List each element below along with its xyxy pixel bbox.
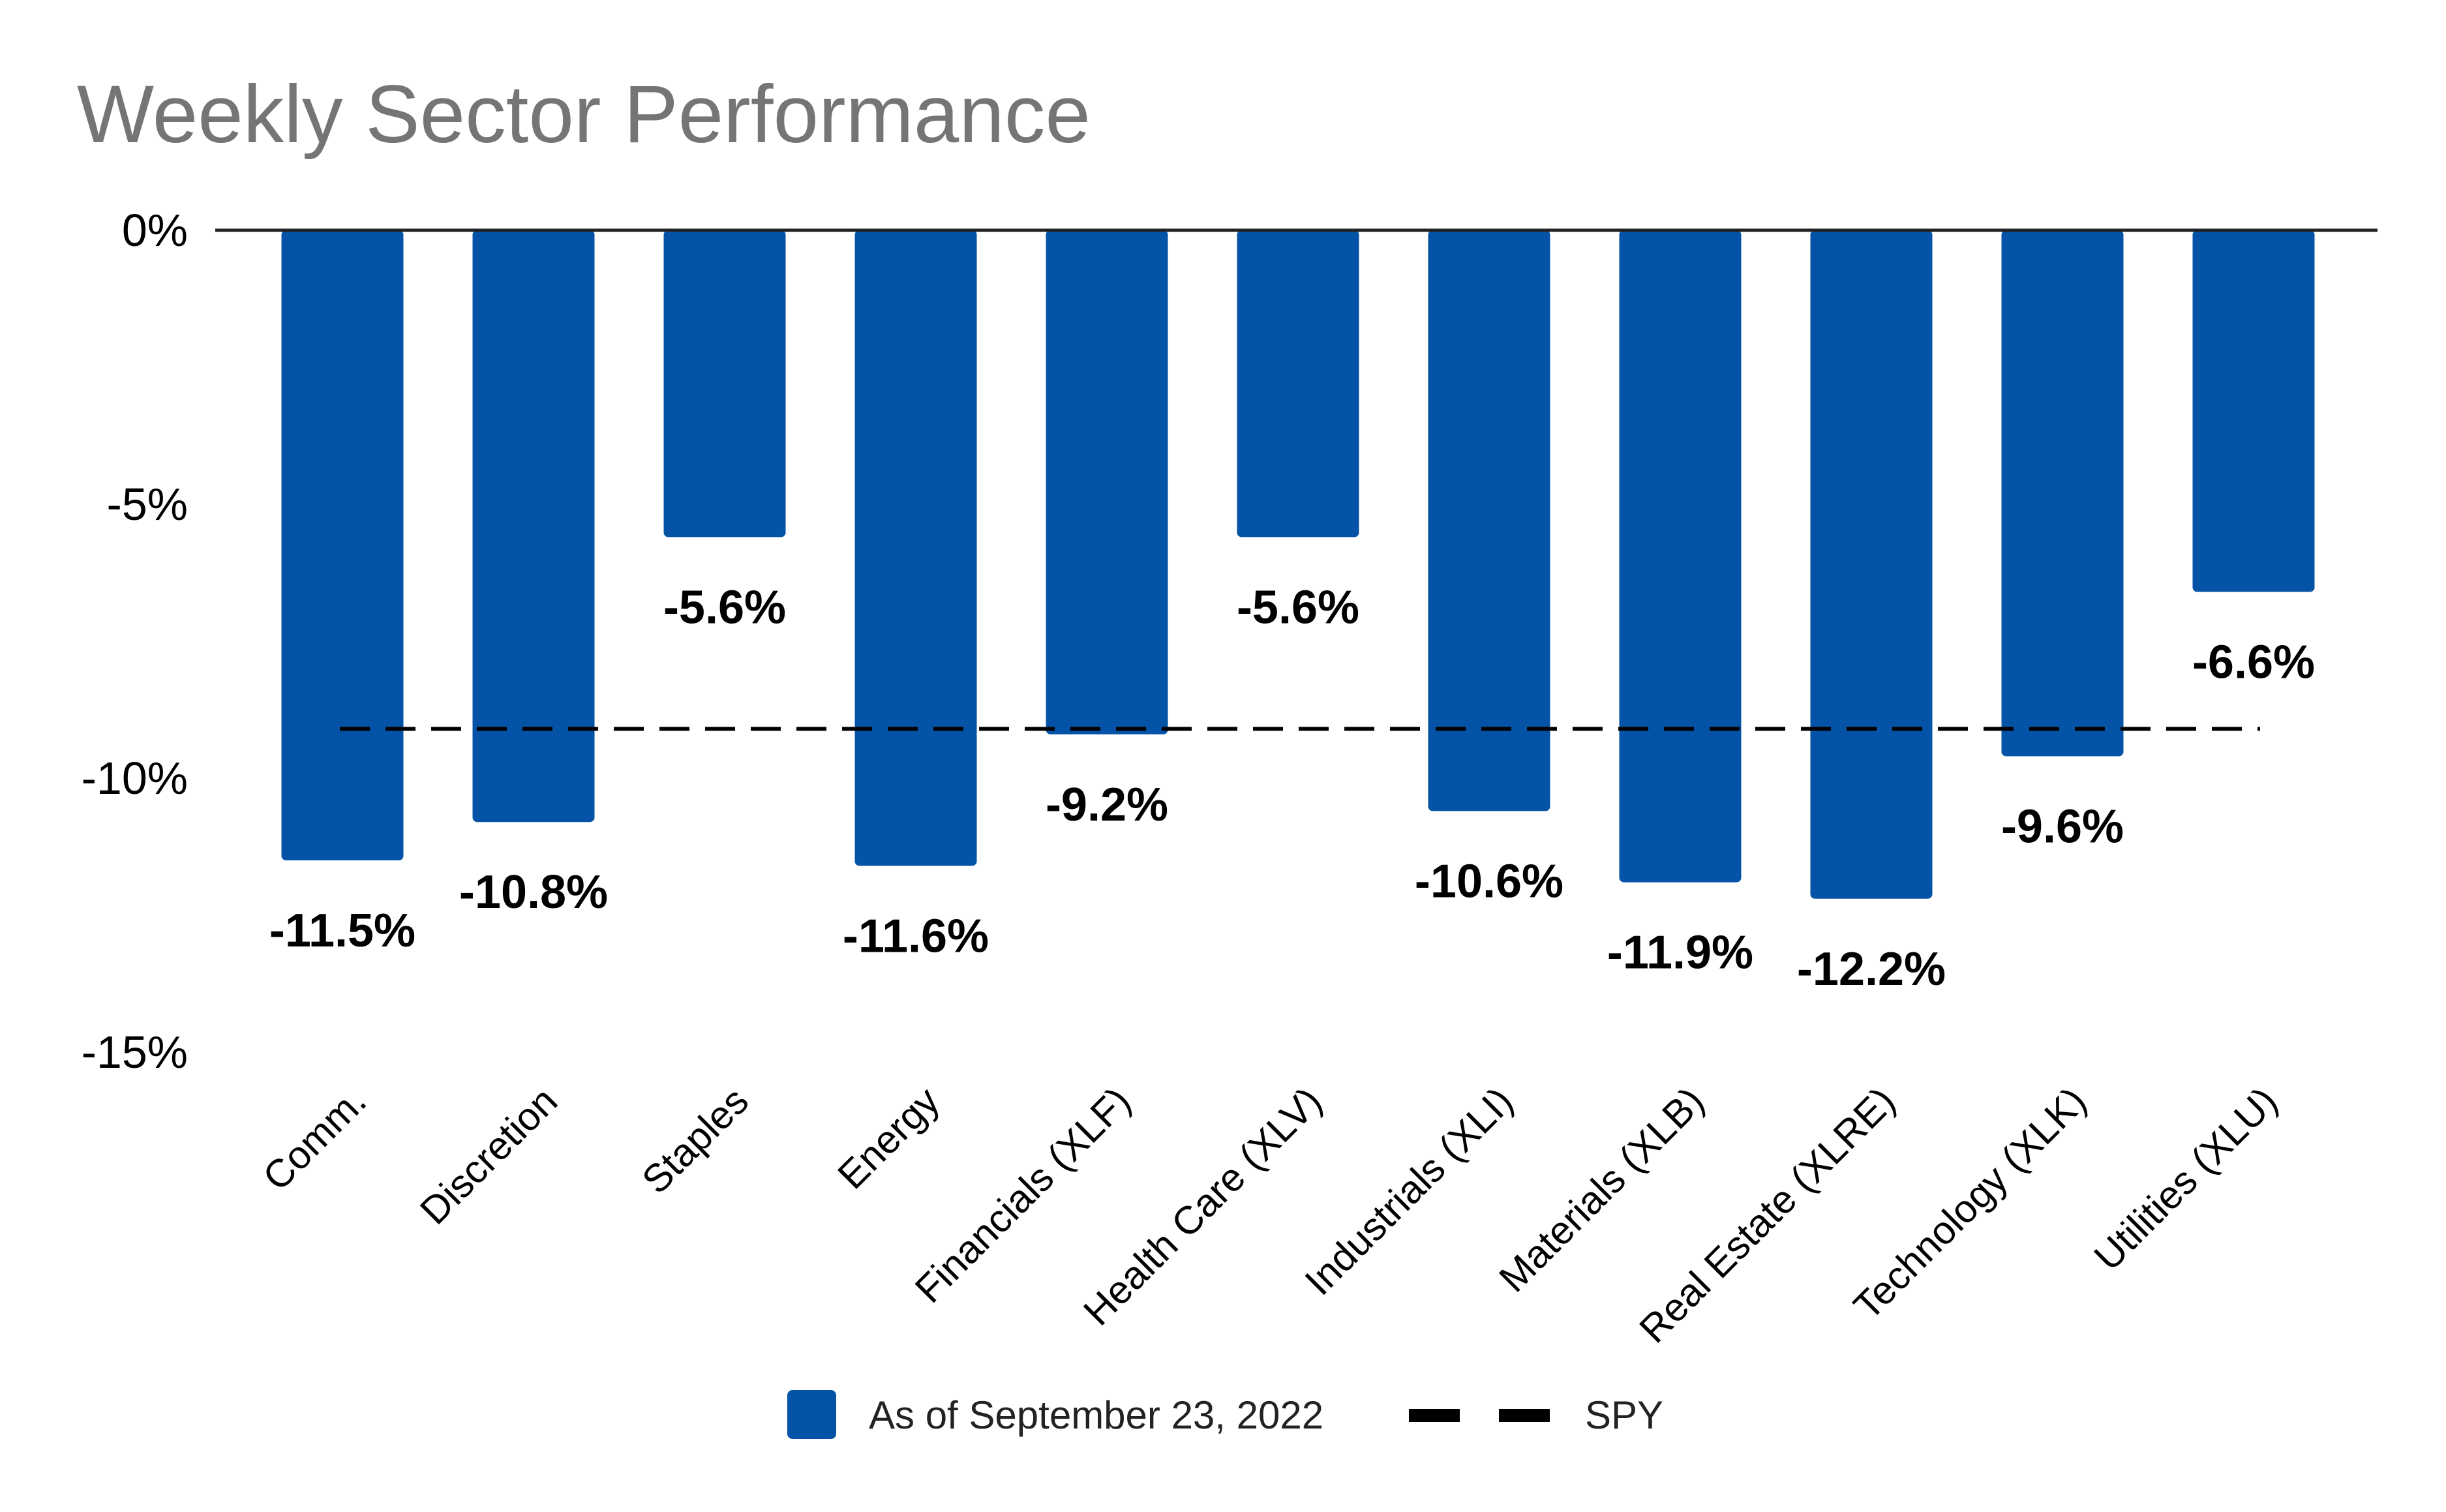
bar bbox=[663, 230, 786, 537]
x-tick-label: Discretion bbox=[412, 1079, 566, 1233]
bar bbox=[281, 230, 404, 860]
bar bbox=[1046, 230, 1168, 734]
data-label: -10.6% bbox=[1415, 855, 1563, 907]
y-axis: 0% -5% -10% -15% bbox=[82, 205, 188, 1078]
data-label: -12.2% bbox=[1797, 943, 1946, 995]
legend-swatch-bar bbox=[787, 1390, 836, 1439]
x-tick-label: Energy bbox=[829, 1079, 948, 1198]
bar bbox=[1810, 230, 1933, 899]
data-label: -11.5% bbox=[269, 905, 415, 957]
y-tick-label: 0% bbox=[122, 205, 188, 256]
bar bbox=[854, 230, 977, 866]
legend-label-line: SPY bbox=[1585, 1393, 1663, 1437]
chart-title: Weekly Sector Performance bbox=[77, 69, 1091, 160]
y-tick-label: -15% bbox=[82, 1027, 188, 1078]
x-tick-label: Utilities (XLU) bbox=[2086, 1079, 2286, 1279]
bar bbox=[1619, 230, 1742, 883]
y-tick-label: -10% bbox=[82, 753, 188, 804]
bar bbox=[2001, 230, 2124, 757]
data-label: -9.2% bbox=[1046, 779, 1168, 831]
bar bbox=[2192, 230, 2315, 592]
x-tick-label: Materials (XLB) bbox=[1490, 1079, 1712, 1301]
x-tick-label: Industrials (XLI) bbox=[1297, 1079, 1521, 1303]
data-labels: -11.5%-10.8%-5.6%-11.6%-9.2%-5.6%-10.6%-… bbox=[269, 581, 2315, 995]
legend-label-bar: As of September 23, 2022 bbox=[869, 1393, 1323, 1437]
data-label: -11.6% bbox=[843, 910, 989, 962]
legend: As of September 23, 2022 SPY bbox=[787, 1390, 1663, 1439]
data-label: -5.6% bbox=[1237, 581, 1359, 633]
bar bbox=[1237, 230, 1359, 537]
bar-series bbox=[281, 230, 2315, 899]
data-label: -5.6% bbox=[663, 581, 786, 633]
data-label: -10.8% bbox=[459, 866, 608, 918]
data-label: -11.9% bbox=[1607, 927, 1753, 979]
bar bbox=[1428, 230, 1550, 811]
data-label: -9.6% bbox=[2001, 800, 2124, 853]
x-tick-label: Comm. bbox=[254, 1079, 374, 1199]
y-tick-label: -5% bbox=[107, 479, 188, 530]
bar bbox=[472, 230, 595, 823]
data-label: -6.6% bbox=[2192, 636, 2315, 688]
x-tick-label: Staples bbox=[633, 1079, 757, 1202]
